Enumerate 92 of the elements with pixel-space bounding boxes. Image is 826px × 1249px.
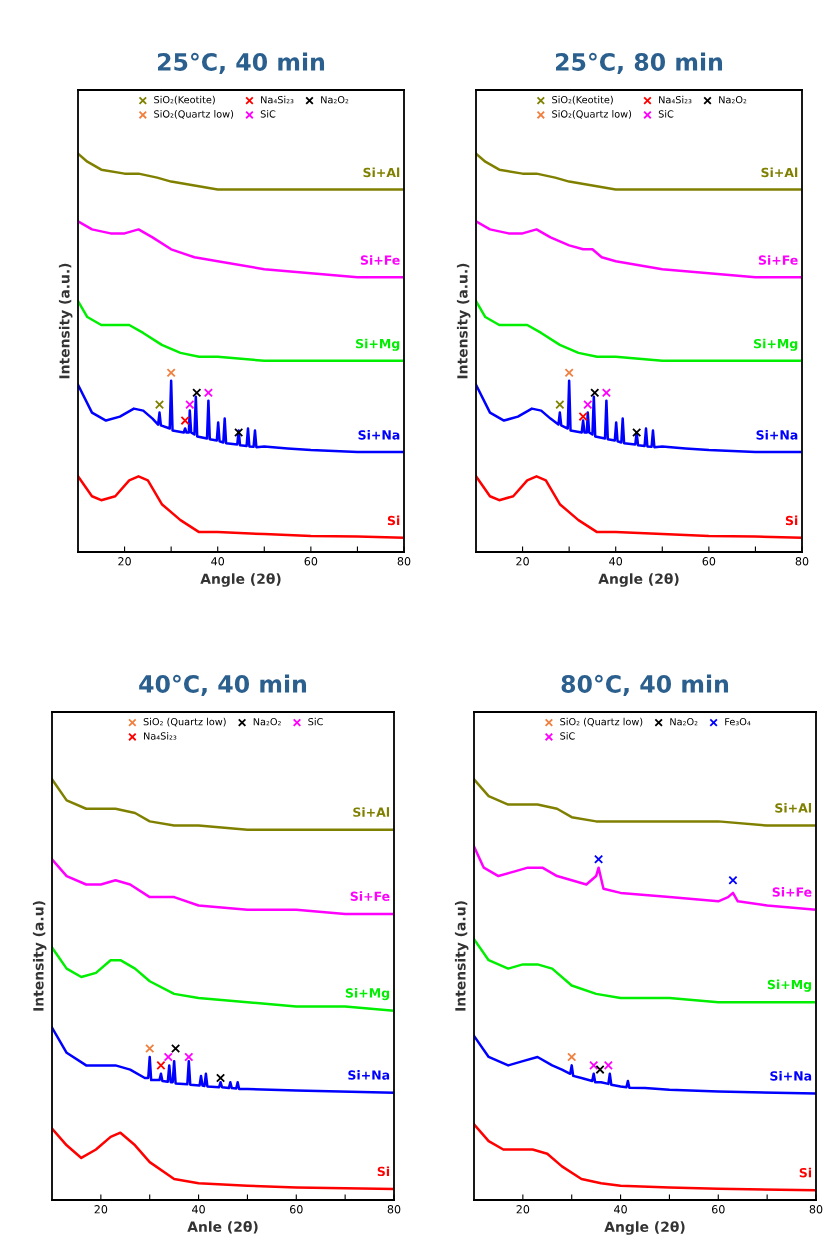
series-label: Si+Na xyxy=(358,429,400,440)
series-label: Si+Na xyxy=(756,429,798,440)
legend-label: SiO₂(Quartz low) xyxy=(552,110,632,119)
point xyxy=(154,400,165,410)
series-label: Si xyxy=(799,1167,812,1178)
point xyxy=(594,854,604,864)
legend-label: Na₂O₂ xyxy=(719,96,747,104)
legend-label: Fe₃O₄ xyxy=(725,718,751,726)
point xyxy=(590,388,600,398)
series-label: Si+Fe xyxy=(360,255,400,265)
x-tick-label: 40 xyxy=(211,557,225,566)
series-label: Si+Mg xyxy=(356,338,400,351)
legend-label: SiO₂ (Quartz low) xyxy=(143,717,226,727)
legend-label: Na₄Si₂₃ xyxy=(659,95,692,104)
x-tick-label: 40 xyxy=(614,1205,627,1214)
point xyxy=(203,388,213,398)
x-axis-title: Anle (2θ) xyxy=(187,1221,258,1234)
legend-label: Na₂O₂ xyxy=(321,96,349,104)
point xyxy=(603,1060,613,1070)
legend-label: SiO₂ (Quartz low) xyxy=(560,717,643,727)
point xyxy=(601,388,611,398)
chart-title: 25°C, 80 min xyxy=(555,52,723,74)
chart-title: 25°C, 40 min xyxy=(157,52,325,74)
point xyxy=(145,1043,155,1054)
x-axis-title: Angle (2θ) xyxy=(604,1221,685,1235)
series-label: Si+Mg xyxy=(767,979,812,992)
series-label: Si+Fe xyxy=(758,255,798,265)
x-tick-label: 20 xyxy=(516,1205,530,1214)
x-axis-title: Angle (2θ) xyxy=(200,573,281,587)
point xyxy=(180,415,190,426)
x-tick-label: 20 xyxy=(94,1205,108,1214)
chart-title: 80°C, 40 min xyxy=(561,674,729,696)
point xyxy=(215,1073,226,1083)
point xyxy=(192,388,202,398)
point xyxy=(185,400,195,410)
series-label: Si+Fe xyxy=(350,891,390,901)
point xyxy=(578,412,588,422)
point xyxy=(163,1052,173,1062)
x-tick-label: 40 xyxy=(609,557,623,566)
point xyxy=(589,1060,599,1070)
legend-label: SiC xyxy=(560,732,575,740)
x-tick-label: 80 xyxy=(809,1205,823,1214)
point xyxy=(567,1052,577,1062)
point xyxy=(184,1052,194,1062)
x-tick-label: 60 xyxy=(702,557,716,566)
legend-label: Na₂O₂ xyxy=(670,718,698,726)
point xyxy=(166,368,176,378)
x-tick-label: 60 xyxy=(711,1205,725,1214)
point xyxy=(171,1043,181,1054)
legend-label: SiO₂(Keotite) xyxy=(552,95,613,105)
point xyxy=(555,400,565,410)
legend-label: Na₄Si₂₃ xyxy=(261,95,294,104)
y-axis-title: Intensity (a.u.) xyxy=(58,263,73,379)
x-tick-label: 60 xyxy=(304,557,318,566)
point xyxy=(595,1065,605,1075)
x-tick-label: 80 xyxy=(397,557,411,566)
point xyxy=(728,875,738,885)
series-label: Si xyxy=(387,515,400,526)
point xyxy=(583,400,593,410)
legend-label: SiC xyxy=(260,110,276,118)
legend-label: SiO₂(Quartz low) xyxy=(154,110,234,119)
series-label: Si+Al xyxy=(363,167,400,178)
point xyxy=(234,427,244,438)
series-label: Si+Na xyxy=(770,1070,812,1081)
x-tick-label: 20 xyxy=(118,557,131,566)
legend-label: SiC xyxy=(658,110,674,118)
chart-title: 40°C, 40 min xyxy=(139,674,307,696)
point xyxy=(156,1060,166,1070)
series-label: Si+Al xyxy=(761,167,798,178)
legend-label: Na₄Si₂₃ xyxy=(144,732,177,740)
x-tick-label: 80 xyxy=(387,1205,401,1214)
series-label: Si+Fe xyxy=(772,887,812,897)
series-label: Si+Al xyxy=(775,802,812,813)
series-label: Si xyxy=(785,515,798,526)
x-tick-label: 80 xyxy=(795,557,809,566)
series-label: Si xyxy=(377,1166,390,1177)
legend-label: SiC xyxy=(308,717,323,726)
y-axis-title: Intensity (a.u) xyxy=(32,901,47,1011)
y-axis-title: Intensity (a.u) xyxy=(454,901,469,1011)
legend-label: SiO₂(Keotite) xyxy=(154,95,215,105)
series-label: Si+Al xyxy=(353,807,390,817)
x-tick-label: 60 xyxy=(289,1205,303,1214)
legend-label: Na₂O₂ xyxy=(253,718,281,726)
y-axis-title: Intensity (a.u.) xyxy=(456,263,471,379)
series-label: Si+Mg xyxy=(345,987,390,1001)
x-tick-label: 40 xyxy=(192,1205,205,1214)
point xyxy=(564,368,574,378)
x-axis-title: Angle (2θ) xyxy=(598,573,679,587)
series-label: Si+Na xyxy=(348,1070,390,1080)
x-tick-label: 20 xyxy=(516,557,529,566)
point xyxy=(632,427,642,438)
series-label: Si+Mg xyxy=(754,338,798,351)
